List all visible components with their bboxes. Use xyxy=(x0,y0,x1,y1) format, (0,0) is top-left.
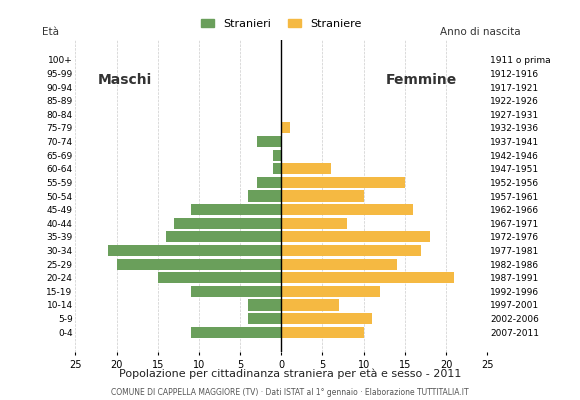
Bar xyxy=(248,300,281,310)
Text: Maschi: Maschi xyxy=(97,73,152,87)
Bar xyxy=(256,136,281,147)
Text: COMUNE DI CAPPELLA MAGGIORE (TV) · Dati ISTAT al 1° gennaio · Elaborazione TUTTI: COMUNE DI CAPPELLA MAGGIORE (TV) · Dati … xyxy=(111,388,469,397)
Bar xyxy=(281,204,413,215)
Text: Età: Età xyxy=(42,27,60,37)
Bar xyxy=(166,231,281,242)
Bar xyxy=(158,272,281,283)
Bar xyxy=(281,313,372,324)
Bar xyxy=(281,231,430,242)
Bar xyxy=(117,258,281,270)
Legend: Stranieri, Straniere: Stranieri, Straniere xyxy=(197,14,366,33)
Bar xyxy=(281,245,421,256)
Bar xyxy=(281,177,405,188)
Bar xyxy=(273,163,281,174)
Bar xyxy=(256,177,281,188)
Bar xyxy=(191,286,281,297)
Bar xyxy=(273,150,281,161)
Bar xyxy=(281,218,347,229)
Text: Popolazione per cittadinanza straniera per età e sesso - 2011: Popolazione per cittadinanza straniera p… xyxy=(119,369,461,379)
Text: Anno di nascita: Anno di nascita xyxy=(440,27,520,37)
Bar xyxy=(248,313,281,324)
Bar xyxy=(174,218,281,229)
Bar xyxy=(191,204,281,215)
Bar xyxy=(281,122,289,134)
Bar xyxy=(281,300,339,310)
Bar xyxy=(248,190,281,202)
Bar xyxy=(191,327,281,338)
Bar xyxy=(281,258,397,270)
Bar xyxy=(281,286,380,297)
Bar xyxy=(281,163,331,174)
Bar xyxy=(281,327,364,338)
Bar xyxy=(281,190,364,202)
Bar xyxy=(281,272,454,283)
Text: Femmine: Femmine xyxy=(386,73,457,87)
Bar xyxy=(108,245,281,256)
